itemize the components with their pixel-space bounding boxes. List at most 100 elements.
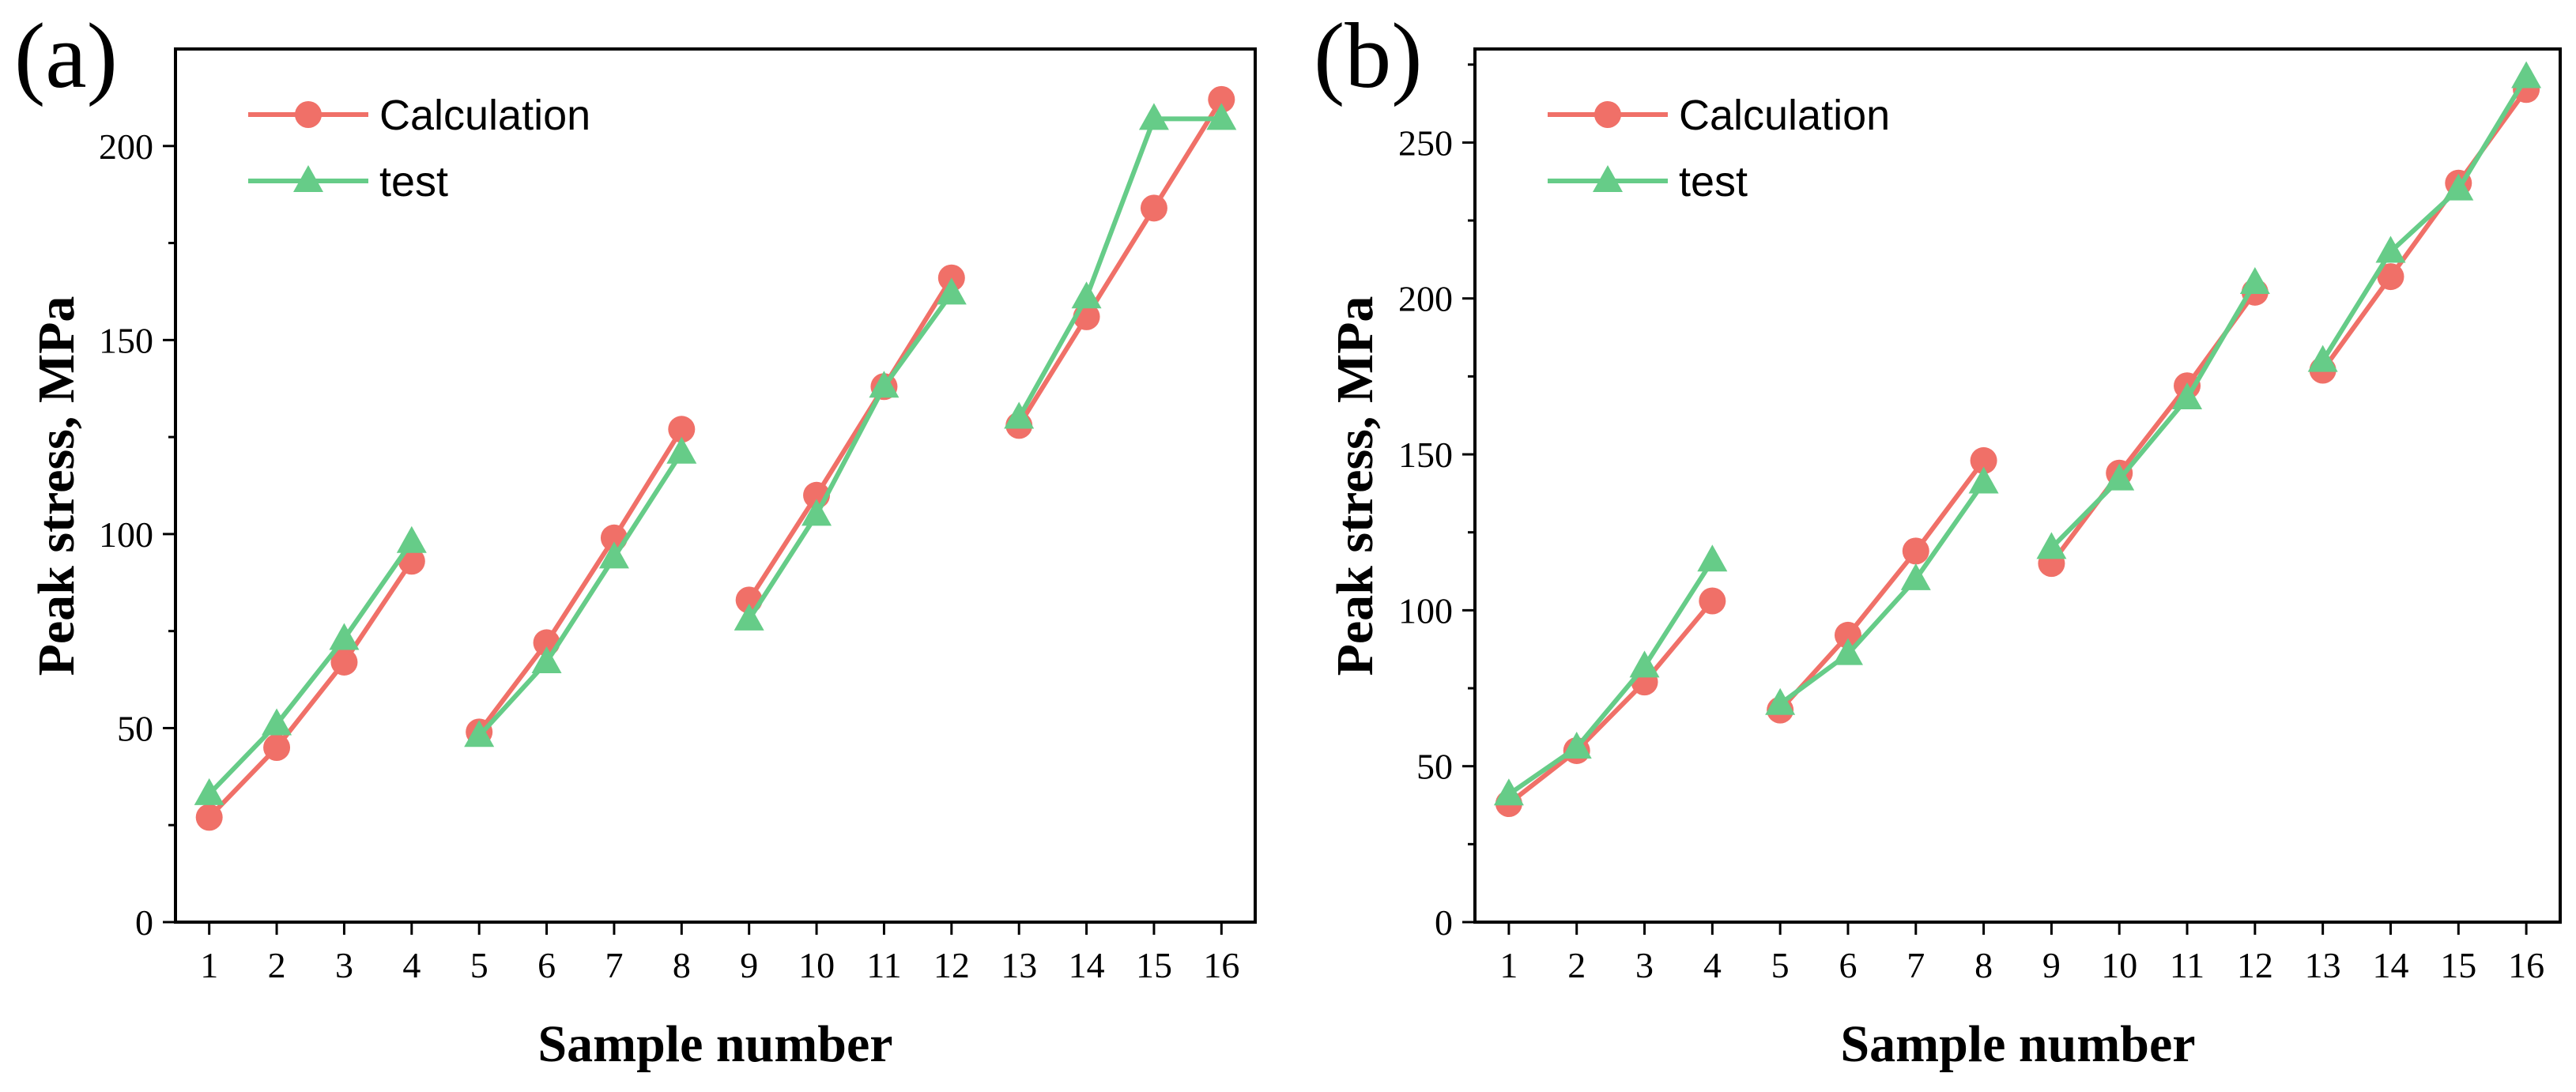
- legend-marker-test: [1593, 165, 1623, 192]
- test-point: [2375, 235, 2406, 263]
- legend-label-test: test: [1679, 158, 1748, 205]
- x-tick-label: 2: [1567, 945, 1586, 985]
- series-line-test: [2050, 281, 2257, 550]
- y-tick-label: 100: [99, 514, 153, 555]
- test-point: [262, 708, 292, 736]
- x-tick-label: 12: [2237, 945, 2273, 985]
- panel-label-a: (a): [14, 4, 118, 107]
- y-tick-label: 150: [99, 320, 153, 360]
- test-point: [598, 541, 629, 569]
- y-tick-label: 50: [1416, 747, 1453, 787]
- test-point: [2511, 61, 2542, 88]
- test-point: [1968, 466, 1999, 494]
- legend-a: Calculation test: [248, 92, 590, 205]
- series-line-calculation: [1778, 459, 1986, 712]
- test-point: [464, 720, 495, 747]
- y-tick-label: 50: [117, 708, 153, 748]
- legend-marker-calculation: [1594, 101, 1621, 128]
- test-point: [666, 436, 697, 464]
- series-b: [1493, 61, 2542, 818]
- y-tick-label: 200: [1398, 279, 1453, 319]
- legend-marker-calculation: [295, 101, 322, 128]
- test-point: [1832, 638, 1863, 665]
- x-tick-label: 16: [1203, 945, 1239, 985]
- x-tick-label: 2: [268, 945, 286, 985]
- series-line-calculation: [1016, 98, 1224, 427]
- test-point: [1765, 687, 1796, 715]
- x-tick-label: 9: [2042, 945, 2061, 985]
- x-tick-label: 12: [933, 945, 970, 985]
- calculation-point: [1902, 537, 1929, 565]
- calculation-point: [195, 804, 223, 831]
- series-a: [194, 85, 1237, 831]
- series-line-calculation: [207, 559, 414, 819]
- test-point: [1629, 650, 1660, 678]
- test-point: [531, 646, 562, 673]
- y-axis-title-a: Peak stress, MPa: [28, 296, 85, 676]
- series-line-test: [1507, 559, 1714, 796]
- test-point: [1697, 544, 1728, 572]
- test-point: [1493, 778, 1524, 806]
- y-tick-label: 100: [1398, 590, 1453, 631]
- test-point: [2172, 382, 2203, 409]
- test-point: [1561, 732, 1592, 759]
- x-tick-label: 8: [673, 945, 691, 985]
- x-tick-label: 15: [1136, 945, 1172, 985]
- legend-label-test: test: [379, 158, 448, 205]
- series-line-calculation: [1507, 599, 1714, 806]
- calculation-point: [1140, 194, 1167, 222]
- y-tick-label: 0: [135, 902, 153, 943]
- x-tick-label: 11: [866, 945, 901, 985]
- x-tick-label: 9: [740, 945, 758, 985]
- test-point: [2307, 345, 2338, 372]
- series-line-test: [1016, 116, 1222, 420]
- x-tick-label: 7: [605, 945, 623, 985]
- series-line-test: [207, 540, 414, 796]
- x-axis-title-b: Sample number: [1840, 1015, 2195, 1073]
- test-point: [194, 778, 224, 805]
- legend-marker-test: [293, 165, 323, 192]
- x-tick-label: 7: [1907, 945, 1925, 985]
- x-tick-label: 10: [2101, 945, 2137, 985]
- x-tick-label: 13: [2305, 945, 2341, 985]
- series-line-test: [1778, 480, 1986, 706]
- calculation-point: [1699, 587, 1726, 615]
- calculation-point: [1970, 446, 1997, 474]
- test-point: [1900, 563, 1931, 590]
- series-line-calculation: [747, 277, 954, 602]
- calculation-point: [263, 734, 291, 761]
- test-point: [396, 525, 427, 553]
- test-point: [1138, 103, 1169, 130]
- x-tick-label: 14: [1069, 945, 1105, 985]
- x-tick-label: 15: [2440, 945, 2476, 985]
- x-tick-label: 6: [1839, 945, 1857, 985]
- series-line-calculation: [477, 427, 684, 734]
- test-point: [936, 277, 967, 305]
- series-line-test: [747, 292, 954, 621]
- y-tick-label: 150: [1398, 435, 1453, 475]
- x-tick-label: 1: [1499, 945, 1518, 985]
- x-tick-label: 14: [2372, 945, 2408, 985]
- x-tick-label: 1: [200, 945, 218, 985]
- x-axis-title-a: Sample number: [537, 1015, 892, 1073]
- y-axis-title-b: Peak stress, MPa: [1326, 296, 1384, 676]
- test-point: [2104, 463, 2135, 491]
- x-tick-label: 3: [335, 945, 353, 985]
- x-tick-label: 5: [1771, 945, 1790, 985]
- x-tick-label: 4: [402, 945, 421, 985]
- x-tick-label: 8: [1974, 945, 1993, 985]
- plot-frame-b: [1473, 47, 2562, 924]
- test-point: [801, 499, 832, 526]
- test-point: [2036, 532, 2067, 559]
- legend-label-calculation: Calculation: [1679, 92, 1890, 139]
- series-line-test: [477, 451, 684, 738]
- calculation-point: [668, 416, 696, 443]
- y-tick-label: 200: [99, 126, 153, 167]
- y-tick-label: 0: [1435, 902, 1453, 943]
- x-tick-label: 16: [2508, 945, 2544, 985]
- x-tick-label: 4: [1703, 945, 1722, 985]
